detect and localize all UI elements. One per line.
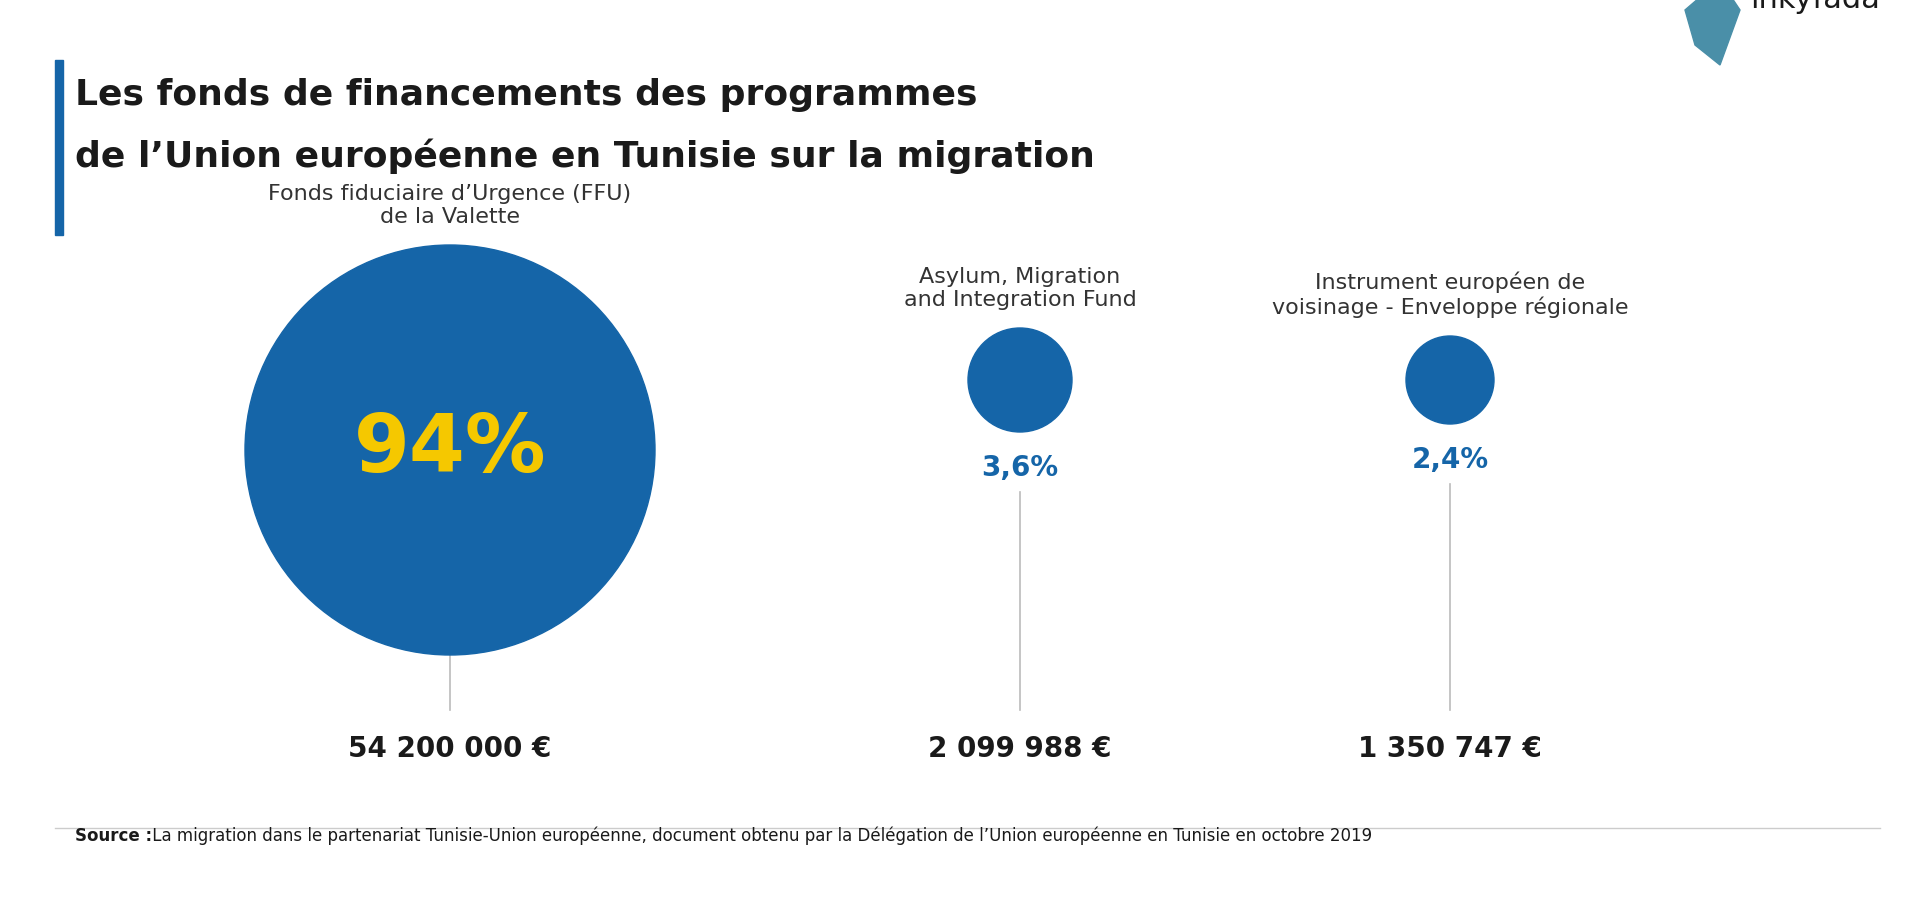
Text: 94%: 94% xyxy=(353,411,547,489)
Circle shape xyxy=(1405,336,1494,424)
Text: 2,4%: 2,4% xyxy=(1411,446,1488,474)
Text: Source :: Source : xyxy=(75,827,152,845)
Circle shape xyxy=(968,328,1071,432)
Text: Asylum, Migration
and Integration Fund: Asylum, Migration and Integration Fund xyxy=(904,266,1137,310)
Text: 3,6%: 3,6% xyxy=(981,454,1058,482)
Text: 1 350 747 €: 1 350 747 € xyxy=(1357,735,1542,763)
Text: Les fonds de financements des programmes: Les fonds de financements des programmes xyxy=(75,78,977,112)
Text: Fonds fiduciaire d’Urgence (FFU)
de la Valette: Fonds fiduciaire d’Urgence (FFU) de la V… xyxy=(269,184,632,227)
Polygon shape xyxy=(1686,0,1740,65)
Text: La migration dans le partenariat Tunisie-Union européenne, document obtenu par l: La migration dans le partenariat Tunisie… xyxy=(148,826,1373,845)
Text: de l’Union européenne en Tunisie sur la migration: de l’Union européenne en Tunisie sur la … xyxy=(75,138,1094,174)
Text: 2 099 988 €: 2 099 988 € xyxy=(927,735,1112,763)
Text: inkyfada: inkyfada xyxy=(1749,0,1880,14)
Text: 54 200 000 €: 54 200 000 € xyxy=(348,735,551,763)
Bar xyxy=(56,60,63,235)
Circle shape xyxy=(246,245,655,655)
Text: Instrument européen de
voisinage - Enveloppe régionale: Instrument européen de voisinage - Envel… xyxy=(1271,272,1628,318)
